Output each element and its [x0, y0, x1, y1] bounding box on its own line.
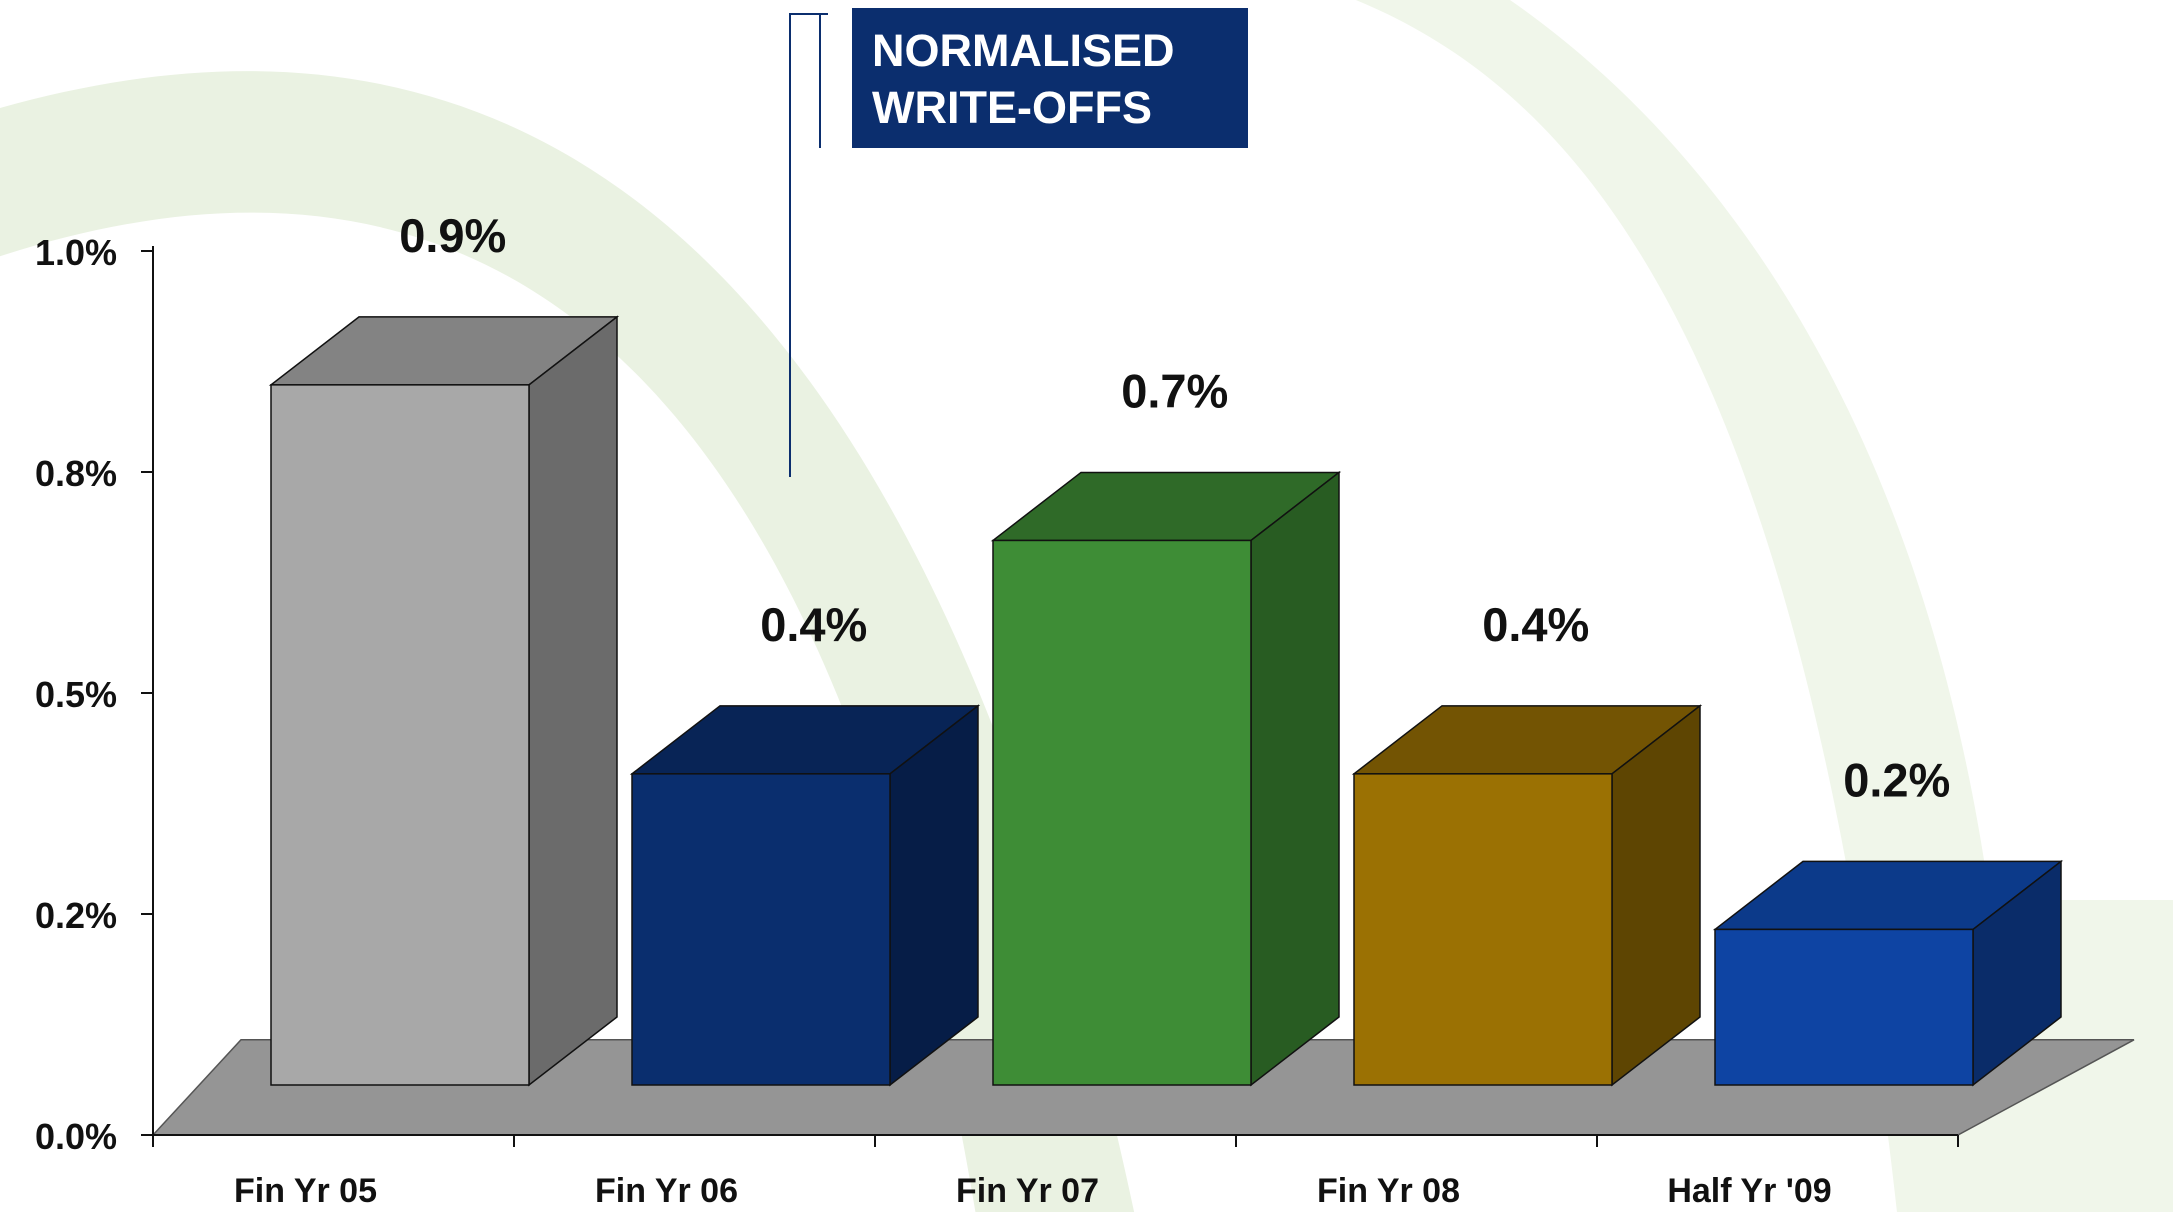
- bar-series: [268, 315, 2064, 1087]
- data-label: 0.4%: [760, 598, 867, 651]
- bar: [990, 470, 1342, 1087]
- y-tick-label: 0.8%: [35, 453, 117, 494]
- data-label: 0.9%: [399, 209, 506, 262]
- y-tick-label: 1.0%: [35, 232, 117, 273]
- bar-front: [1353, 773, 1613, 1086]
- bar-side: [1250, 470, 1340, 1087]
- legend-leader-line: [789, 13, 828, 477]
- legend-line-1: NORMALISED: [872, 25, 1175, 76]
- x-tick-label: Half Yr '09: [1667, 1172, 1831, 1210]
- bar-front: [1714, 928, 1974, 1086]
- bar: [1712, 859, 2064, 1087]
- x-tick-label: Fin Yr 05: [234, 1172, 377, 1210]
- y-tick-label: 0.5%: [35, 674, 117, 715]
- x-tick-label: Fin Yr 08: [1317, 1172, 1460, 1210]
- bar-front: [270, 384, 530, 1086]
- bar-side: [1611, 704, 1701, 1087]
- data-label: 0.2%: [1843, 753, 1950, 806]
- data-label: 0.7%: [1121, 364, 1228, 417]
- bar: [268, 315, 620, 1087]
- x-tick-label: Fin Yr 06: [595, 1172, 738, 1210]
- bar-side: [889, 704, 979, 1087]
- legend-box: NORMALISED WRITE-OFFS: [852, 8, 1248, 148]
- bar: [1351, 704, 1703, 1087]
- data-label: 0.4%: [1482, 598, 1589, 651]
- x-tick-label: Fin Yr 07: [956, 1172, 1099, 1210]
- y-tick-label: 0.2%: [35, 895, 117, 936]
- y-axis: 0.0% 0.2% 0.5% 0.8% 1.0%: [35, 232, 1959, 1157]
- legend-line-2: WRITE-OFFS: [872, 82, 1152, 133]
- bar-front: [992, 539, 1252, 1086]
- bar: [629, 704, 981, 1087]
- y-tick-label: 0.0%: [35, 1116, 117, 1157]
- background-arc: [1509, 0, 2173, 900]
- bar-front: [631, 773, 891, 1086]
- bar-side: [528, 315, 618, 1087]
- data-labels: 0.9% Fin Yr 05 0.4% Fin Yr 06 0.7% Fin Yr 07 0…: [234, 209, 1950, 1210]
